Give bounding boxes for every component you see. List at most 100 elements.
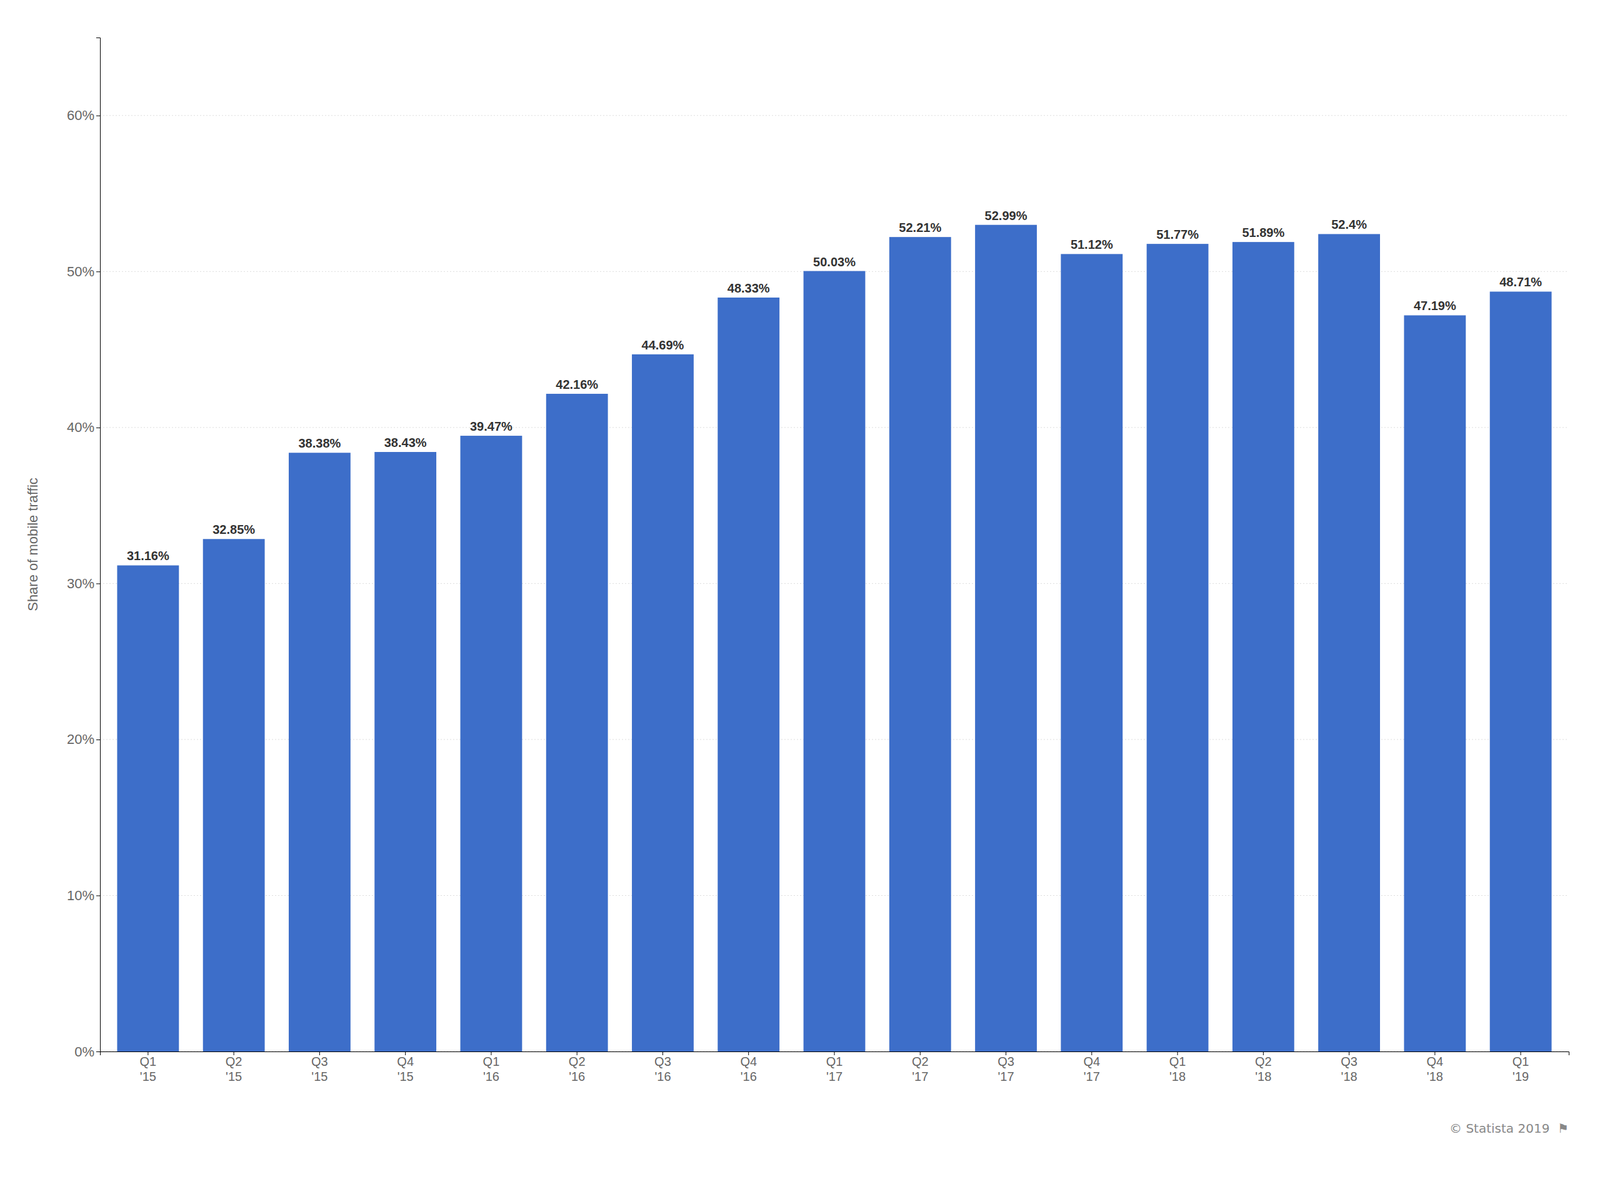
y-tick: 0% bbox=[74, 1043, 100, 1060]
x-tick-label-line: '15 bbox=[140, 1069, 157, 1084]
x-tick-label-line: Q1 bbox=[1512, 1054, 1530, 1069]
data-label: 51.77% bbox=[1156, 227, 1199, 242]
y-tick-label: 30% bbox=[66, 575, 95, 592]
y-tick-mark bbox=[96, 583, 100, 584]
x-tick-label: Q4'18 bbox=[1426, 1054, 1444, 1084]
y-tick-mark bbox=[96, 739, 100, 740]
bar bbox=[374, 451, 437, 1052]
x-tick: Q1'15 bbox=[140, 1051, 157, 1084]
x-tick: Q4'16 bbox=[740, 1051, 757, 1084]
bar bbox=[975, 225, 1037, 1052]
x-tick: Q4'15 bbox=[396, 1051, 414, 1084]
y-tick: 10% bbox=[66, 887, 100, 904]
bar bbox=[1232, 241, 1295, 1052]
x-tick-label-line: Q2 bbox=[225, 1054, 243, 1069]
x-tick-label-line: Q1 bbox=[826, 1054, 844, 1069]
y-tick-mark bbox=[96, 427, 100, 429]
grid bbox=[100, 115, 1569, 1052]
x-tick-label-line: Q3 bbox=[997, 1054, 1015, 1069]
x-tick: Q3'18 bbox=[1340, 1051, 1358, 1084]
x-tick: Q1'19 bbox=[1512, 1051, 1530, 1084]
x-tick-label-line: Q2 bbox=[1255, 1054, 1272, 1069]
x-tick-label: Q2'16 bbox=[568, 1054, 586, 1084]
data-label: 32.85% bbox=[212, 522, 255, 537]
x-tick-label-line: '15 bbox=[225, 1069, 242, 1084]
data-label: 52.99% bbox=[985, 208, 1028, 223]
y-axis-title: Share of mobile traffic bbox=[25, 477, 41, 612]
y-axis-line bbox=[96, 38, 101, 1052]
bar bbox=[1318, 233, 1380, 1052]
data-label: 44.69% bbox=[641, 338, 685, 352]
data-label: 48.71% bbox=[1499, 275, 1542, 289]
x-tick-label-line: '18 bbox=[1169, 1069, 1186, 1084]
x-tick-label: Q1'18 bbox=[1169, 1054, 1187, 1084]
x-tick-label: Q3'17 bbox=[997, 1054, 1015, 1084]
x-tick: Q2'15 bbox=[225, 1051, 243, 1084]
y-tick-label: 0% bbox=[74, 1043, 95, 1060]
data-label: 52.4% bbox=[1331, 217, 1367, 232]
x-tick-label-line: '15 bbox=[397, 1069, 414, 1084]
y-tick-label: 60% bbox=[66, 107, 95, 124]
x-tick-label-line: Q2 bbox=[568, 1054, 586, 1069]
x-tick: Q4'17 bbox=[1083, 1051, 1100, 1084]
data-label: 42.16% bbox=[555, 377, 599, 392]
bar bbox=[546, 393, 609, 1052]
x-tick-label: Q4'15 bbox=[396, 1054, 414, 1084]
y-tick-mark bbox=[96, 1051, 100, 1052]
x-tick-label: Q1'17 bbox=[826, 1054, 844, 1084]
x-tick-label: Q2'18 bbox=[1255, 1054, 1272, 1084]
data-label: 39.47% bbox=[470, 419, 513, 434]
x-tick-label: Q3'15 bbox=[311, 1054, 329, 1084]
y-tick-mark bbox=[96, 895, 100, 896]
bar bbox=[460, 435, 523, 1052]
y-tick-label: 10% bbox=[66, 887, 95, 904]
x-tick-label-line: Q3 bbox=[1340, 1054, 1358, 1069]
x-tick-label-line: '17 bbox=[997, 1069, 1014, 1084]
x-tick-label-line: '16 bbox=[568, 1069, 585, 1084]
x-tick: Q3'15 bbox=[311, 1051, 329, 1084]
x-tick: Q2'16 bbox=[568, 1051, 586, 1084]
x-tick: Q1'18 bbox=[1169, 1051, 1187, 1084]
x-tick-label-line: Q4 bbox=[1426, 1054, 1444, 1069]
x-tick-label-line: Q4 bbox=[1083, 1054, 1100, 1069]
bars bbox=[116, 225, 1552, 1052]
x-tick-label: Q4'17 bbox=[1083, 1054, 1100, 1084]
x-tick-label-line: '18 bbox=[1341, 1069, 1358, 1084]
x-tick-label: Q1'16 bbox=[483, 1054, 500, 1084]
y-tick-label: 40% bbox=[66, 419, 95, 435]
bar bbox=[1146, 243, 1209, 1052]
bar bbox=[631, 354, 694, 1052]
bar bbox=[803, 271, 866, 1052]
y-tick: 30% bbox=[66, 575, 100, 592]
data-labels: 31.16%32.85%38.38%38.43%39.47%42.16%44.6… bbox=[126, 208, 1542, 564]
bar bbox=[288, 452, 351, 1052]
y-tick-label: 50% bbox=[66, 263, 95, 280]
x-tick: Q3'16 bbox=[654, 1051, 672, 1084]
plot: 31.16%32.85%38.38%38.43%39.47%42.16%44.6… bbox=[25, 38, 1570, 1137]
bar bbox=[717, 297, 780, 1052]
watermark: © Statista 2019 ⚑ bbox=[1449, 1120, 1569, 1136]
y-tick-mark bbox=[96, 115, 100, 117]
x-tick-label-line: Q3 bbox=[654, 1054, 672, 1069]
x-tick: Q2'17 bbox=[911, 1051, 929, 1084]
x-tick-label: Q1'19 bbox=[1512, 1054, 1530, 1084]
x-tick: Q3'17 bbox=[997, 1051, 1015, 1084]
x-tick: Q4'18 bbox=[1426, 1051, 1444, 1084]
chart: 31.16%32.85%38.38%38.43%39.47%42.16%44.6… bbox=[0, 0, 1600, 1189]
x-tick-label-line: '18 bbox=[1426, 1069, 1444, 1084]
bar bbox=[203, 538, 265, 1052]
x-tick-label-line: '16 bbox=[483, 1069, 500, 1084]
bar bbox=[1403, 315, 1466, 1052]
bar bbox=[1060, 253, 1123, 1052]
data-label: 47.19% bbox=[1413, 298, 1457, 313]
x-tick-label-line: '17 bbox=[826, 1069, 843, 1084]
bar bbox=[889, 236, 952, 1052]
x-tick-label: Q1'15 bbox=[140, 1054, 157, 1084]
data-label: 52.21% bbox=[898, 220, 942, 235]
data-label: 31.16% bbox=[126, 548, 170, 563]
data-label: 51.12% bbox=[1070, 237, 1114, 252]
x-tick-label-line: Q1 bbox=[1169, 1054, 1187, 1069]
x-tick-label: Q3'18 bbox=[1340, 1054, 1358, 1084]
x-tick-label-line: '15 bbox=[311, 1069, 328, 1084]
x-tick-label-line: '17 bbox=[1083, 1069, 1100, 1084]
